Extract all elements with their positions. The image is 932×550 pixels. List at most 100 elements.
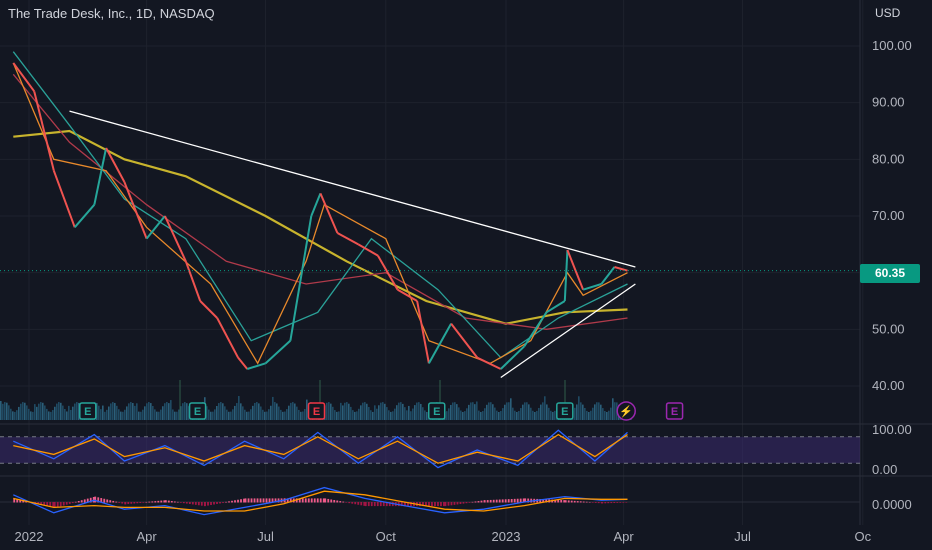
volume-bar (154, 409, 156, 420)
volume-bar (152, 405, 154, 420)
volume-bar (174, 411, 176, 420)
last-price-tag: 60.35 (860, 264, 920, 283)
macd-histogram-bar (301, 498, 304, 503)
macd-histogram-bar (419, 502, 421, 507)
macd-histogram-bar (228, 501, 230, 503)
macd-histogram-bar (247, 498, 250, 503)
price-segment (237, 357, 249, 370)
macd-histogram-bar (121, 502, 124, 504)
macd-histogram-bar (22, 500, 25, 503)
volume-bar (170, 400, 172, 420)
volume-bar (612, 398, 614, 420)
macd-histogram-bar (527, 498, 530, 503)
macd-histogram-bar (298, 498, 301, 503)
volume-bar (492, 404, 494, 420)
volume-bar (586, 410, 588, 420)
volume-bar (598, 402, 600, 420)
volume-bar (242, 406, 244, 420)
volume-bar (354, 411, 356, 420)
macd-histogram-bar (360, 502, 363, 506)
price-segment (566, 249, 585, 291)
macd-histogram-bar (339, 501, 342, 503)
volume-bar (420, 403, 422, 420)
macd-histogram-bar (591, 502, 594, 503)
volume-bar (232, 409, 234, 420)
volume-bar (398, 402, 400, 420)
macd-histogram-bar (19, 499, 22, 503)
volume-bar (374, 405, 376, 420)
volume-bar (452, 402, 454, 420)
macd-histogram-bar (507, 499, 510, 503)
volume-bar (530, 407, 532, 420)
volume-bar (340, 402, 342, 420)
volume-bar (302, 411, 304, 420)
volume-bar (220, 402, 222, 420)
volume-bar (544, 396, 546, 420)
volume-bar (378, 405, 380, 420)
event-badge-label: E (84, 406, 91, 418)
y-tick-label: 70.00 (872, 208, 905, 223)
macd-histogram-bar (422, 502, 424, 507)
volume-bar (552, 411, 554, 420)
volume-bar (360, 405, 362, 420)
macd-histogram-bar (244, 498, 247, 503)
volume-bar (532, 410, 534, 420)
volume-bar (182, 403, 184, 420)
macd-histogram-bar (316, 498, 319, 503)
trendline (500, 283, 636, 379)
volume-bar (112, 402, 114, 420)
macd-histogram-bar (185, 502, 188, 504)
macd-histogram-bar (554, 499, 557, 503)
macd-histogram-bar (77, 501, 80, 503)
macd-histogram-bar (160, 500, 163, 503)
macd-histogram-bar (373, 502, 376, 507)
price-segment (397, 288, 418, 302)
price-segment (500, 345, 525, 370)
macd-histogram-bar (516, 498, 519, 503)
macd-histogram-bar (492, 499, 495, 503)
volume-bar (252, 405, 254, 420)
y-tick-label: 40.00 (872, 378, 905, 393)
volume-bar (98, 405, 100, 420)
volume-bar (118, 409, 120, 420)
volume-bar (212, 411, 214, 420)
volume-bar (130, 402, 132, 420)
volume-bar (490, 402, 492, 420)
volume-bar (240, 403, 242, 420)
macd-histogram-bar (253, 498, 256, 503)
volume-bar (78, 402, 80, 420)
macd-histogram-bar (106, 499, 109, 503)
volume-bar (534, 411, 536, 420)
volume-bar (504, 404, 506, 420)
macd-histogram-bar (322, 498, 325, 503)
macd-histogram-bar (231, 500, 233, 503)
volume-bar (298, 409, 300, 420)
macd-histogram-bar (94, 496, 97, 503)
volume-bar (386, 407, 388, 420)
earnings-badge (307, 402, 326, 420)
macd-histogram-bar (133, 502, 136, 504)
macd-histogram-bar (151, 501, 154, 503)
macd-histogram-bar (182, 502, 185, 504)
volume-bar (172, 409, 174, 420)
volume-bar (176, 411, 178, 420)
volume-bar (330, 403, 332, 420)
macd-histogram-bar (136, 502, 139, 504)
price-segment (12, 62, 36, 92)
macd-histogram-bar (210, 502, 212, 506)
macd-histogram-bar (610, 502, 613, 504)
macd-histogram-bar (504, 499, 507, 503)
macd-histogram-bar (410, 502, 412, 507)
volume-bar (262, 409, 264, 420)
volume-bar (102, 405, 104, 420)
volume-bar (364, 402, 366, 420)
volume-bar (382, 402, 384, 420)
volume-bar (484, 408, 486, 420)
dividend-badge (616, 401, 636, 421)
price-segment (377, 255, 399, 291)
macd-histogram-bar (170, 501, 173, 503)
macd-histogram-bar (46, 502, 49, 507)
macd-histogram-bar (200, 502, 203, 506)
volume-bar (120, 411, 122, 420)
